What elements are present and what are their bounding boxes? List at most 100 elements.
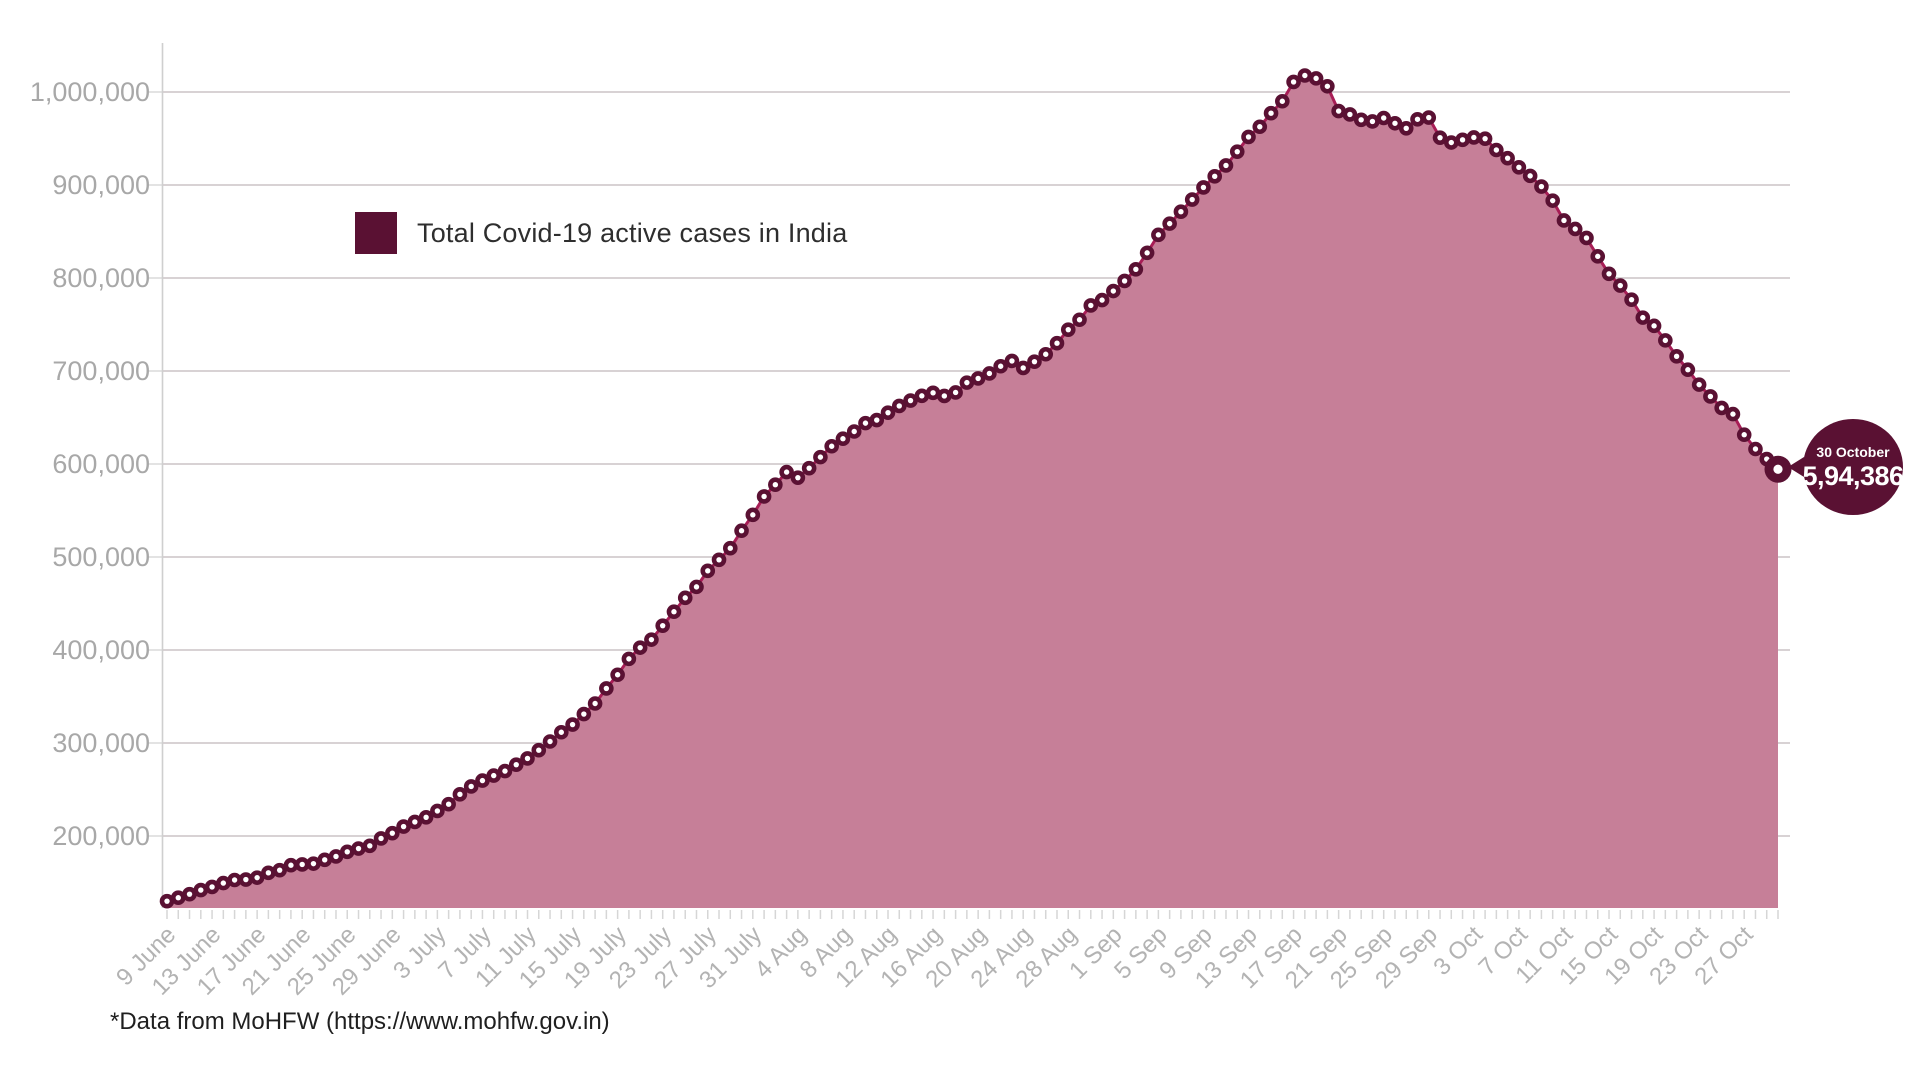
data-point-hole bbox=[1730, 411, 1736, 417]
callout-value: 5,94,386 bbox=[1802, 461, 1904, 491]
data-source-note: *Data from MoHFW (https://www.mohfw.gov.… bbox=[110, 1008, 610, 1035]
data-point-hole bbox=[1313, 75, 1319, 82]
data-point-hole bbox=[1054, 340, 1060, 346]
data-point-hole bbox=[457, 791, 463, 798]
y-axis-labels: 200,000 300,000 400,000 500,000 600,000 700,0… bbox=[30, 77, 150, 851]
callout-pointer-icon bbox=[1788, 457, 1804, 477]
y-axis-label: 900,000 bbox=[52, 170, 150, 200]
data-point-hole bbox=[1538, 183, 1545, 190]
data-point-hole bbox=[367, 843, 373, 849]
data-point-hole bbox=[333, 853, 339, 860]
data-point-hole bbox=[1516, 164, 1522, 171]
data-point-hole bbox=[1527, 173, 1533, 179]
data-point-hole bbox=[209, 884, 215, 890]
data-point-hole bbox=[648, 636, 655, 643]
data-point-hole bbox=[175, 895, 181, 901]
data-point-hole bbox=[626, 656, 632, 662]
data-point-hole bbox=[1110, 288, 1117, 294]
data-point-hole bbox=[817, 454, 824, 460]
data-point-hole bbox=[603, 685, 610, 692]
data-point-hole bbox=[806, 465, 812, 471]
data-point-hole bbox=[1257, 124, 1263, 130]
data-point-hole bbox=[1212, 173, 1218, 180]
data-point-hole bbox=[975, 375, 981, 382]
data-point-hole bbox=[761, 493, 767, 500]
data-point-hole bbox=[772, 482, 779, 488]
x-axis-label: 4 Aug bbox=[750, 921, 813, 984]
data-point-hole bbox=[1065, 326, 1071, 333]
data-point-hole bbox=[502, 768, 508, 774]
data-point-hole bbox=[885, 409, 891, 416]
data-point-hole bbox=[1234, 148, 1240, 155]
data-point-hole bbox=[1189, 196, 1195, 203]
data-point-hole bbox=[1155, 232, 1162, 238]
data-point-hole bbox=[1448, 139, 1454, 146]
data-point-hole bbox=[614, 672, 621, 678]
data-point-hole bbox=[1178, 209, 1184, 215]
data-point-hole bbox=[1482, 135, 1488, 142]
data-point-hole bbox=[727, 545, 733, 551]
data-point-hole bbox=[783, 469, 790, 475]
data-point-hole bbox=[479, 777, 486, 784]
data-point-hole bbox=[1707, 393, 1714, 400]
data-point-hole bbox=[468, 783, 474, 790]
data-point-hole bbox=[1606, 271, 1612, 277]
data-point-hole bbox=[705, 568, 711, 574]
data-point-hole bbox=[1031, 358, 1038, 365]
data-point-hole bbox=[513, 761, 519, 768]
data-point-hole bbox=[1121, 278, 1128, 284]
data-point-hole bbox=[1358, 117, 1364, 123]
data-point-hole bbox=[254, 874, 260, 881]
data-point-hole bbox=[716, 557, 722, 563]
data-point-hole bbox=[389, 830, 396, 836]
data-point-hole bbox=[310, 860, 317, 867]
data-point-hole bbox=[1696, 381, 1702, 388]
data-point-hole bbox=[355, 845, 362, 852]
data-point-hole bbox=[1651, 323, 1657, 329]
data-point-hole bbox=[1504, 155, 1511, 161]
data-point-hole bbox=[1324, 83, 1331, 89]
data-point-hole bbox=[445, 801, 452, 807]
data-point-hole bbox=[1583, 235, 1590, 241]
y-axis-label: 200,000 bbox=[52, 821, 150, 851]
data-point-hole bbox=[671, 609, 677, 615]
data-point-hole bbox=[1628, 296, 1635, 303]
data-point-hole bbox=[1414, 116, 1421, 122]
data-point-hole bbox=[828, 443, 835, 449]
y-axis-label: 1,000,000 bbox=[30, 77, 150, 107]
data-points bbox=[159, 68, 1792, 909]
data-point-hole bbox=[795, 474, 801, 481]
data-point-hole bbox=[1673, 353, 1680, 359]
data-point-hole bbox=[1223, 162, 1229, 169]
data-point-hole bbox=[592, 700, 598, 707]
data-point-hole bbox=[1302, 72, 1308, 79]
data-point-hole bbox=[930, 390, 936, 396]
data-point-hole bbox=[1268, 110, 1274, 116]
data-point-hole bbox=[1076, 317, 1083, 323]
data-point-hole bbox=[1043, 351, 1049, 357]
callout-date: 30 October bbox=[1816, 444, 1890, 460]
data-point-hole bbox=[1245, 134, 1252, 140]
y-axis-label: 400,000 bbox=[52, 635, 150, 665]
data-point-hole bbox=[1144, 250, 1150, 256]
data-point-hole bbox=[231, 877, 238, 883]
y-axis-label: 300,000 bbox=[52, 728, 150, 758]
data-point-hole bbox=[941, 393, 948, 399]
data-point-hole bbox=[896, 403, 902, 409]
data-point-hole bbox=[1403, 125, 1409, 131]
data-point-hole bbox=[1493, 147, 1500, 153]
data-point-hole bbox=[1572, 226, 1578, 232]
data-point-hole bbox=[1166, 220, 1173, 227]
data-point-hole bbox=[1752, 446, 1759, 452]
data-point-hole bbox=[1426, 114, 1432, 121]
data-point-hole bbox=[1595, 253, 1601, 260]
data-point-hole bbox=[750, 512, 756, 518]
data-point-hole bbox=[1392, 120, 1398, 126]
data-point-hole bbox=[952, 389, 959, 396]
data-point-hole bbox=[536, 747, 542, 753]
data-point-hole bbox=[1640, 314, 1646, 321]
data-point-hole bbox=[434, 808, 441, 814]
